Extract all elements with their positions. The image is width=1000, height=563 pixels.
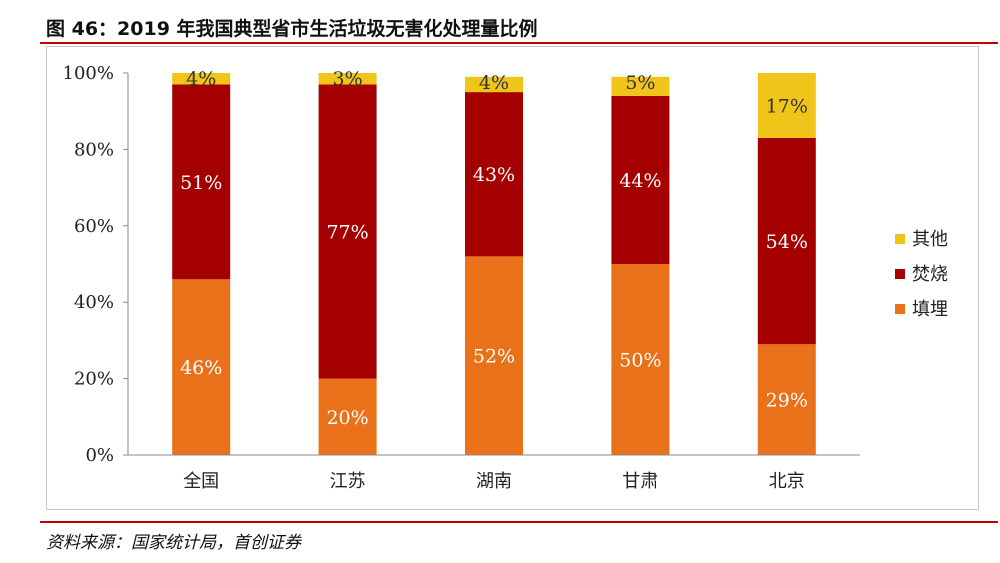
data-label: 51% <box>180 172 222 194</box>
data-label: 29% <box>766 390 808 412</box>
bar-segment <box>318 84 377 379</box>
y-tick-label: 80% <box>74 139 114 160</box>
y-tick-label: 20% <box>74 369 114 390</box>
bar-segment <box>611 76 670 96</box>
y-tick-label: 40% <box>74 292 114 313</box>
legend-label: 其他 <box>912 229 948 250</box>
title-divider <box>40 42 998 44</box>
bar-segment <box>172 279 231 455</box>
source-note: 资料来源：国家统计局，首创证券 <box>46 533 301 553</box>
data-label: 46% <box>180 357 222 379</box>
chart-title: 图 46：2019 年我国典型省市生活垃圾无害化处理量比例 <box>46 18 538 40</box>
bar-segment <box>757 344 816 455</box>
data-label: 44% <box>619 170 661 192</box>
bar-segment <box>611 95 670 264</box>
data-label: 4% <box>479 72 509 94</box>
data-label: 43% <box>473 164 515 186</box>
x-tick-label: 江苏 <box>330 471 366 492</box>
source-divider <box>40 521 998 523</box>
bar-segment <box>318 378 377 455</box>
data-label: 5% <box>625 72 655 94</box>
bar-segment <box>611 264 670 455</box>
y-tick-label: 60% <box>74 216 114 237</box>
bar-segment <box>465 76 523 93</box>
bar-segment <box>318 73 377 85</box>
data-label: 54% <box>766 231 808 253</box>
legend-label: 填埋 <box>912 299 948 320</box>
bar-segment <box>757 73 816 138</box>
x-tick-label: 北京 <box>769 471 805 492</box>
data-label: 3% <box>333 68 363 90</box>
data-label: 17% <box>766 95 808 117</box>
y-tick-label: 0% <box>85 445 114 466</box>
bar-segment <box>465 256 523 455</box>
bar-segment <box>757 137 816 345</box>
bar-segment <box>465 92 523 257</box>
legend-swatch <box>895 234 905 244</box>
x-tick-label: 甘肃 <box>622 471 658 492</box>
data-label: 20% <box>326 407 368 429</box>
legend-swatch <box>895 304 905 314</box>
data-label: 52% <box>473 346 515 368</box>
legend-swatch <box>895 269 905 279</box>
data-label: 4% <box>186 68 216 90</box>
bar-segment <box>172 73 231 85</box>
y-tick-label: 100% <box>63 63 114 84</box>
bar-segment <box>172 84 231 280</box>
x-tick-label: 全国 <box>183 471 219 492</box>
legend-label: 焚烧 <box>912 264 948 285</box>
x-tick-label: 湖南 <box>476 471 512 492</box>
data-label: 50% <box>619 350 661 372</box>
data-label: 77% <box>326 222 368 244</box>
